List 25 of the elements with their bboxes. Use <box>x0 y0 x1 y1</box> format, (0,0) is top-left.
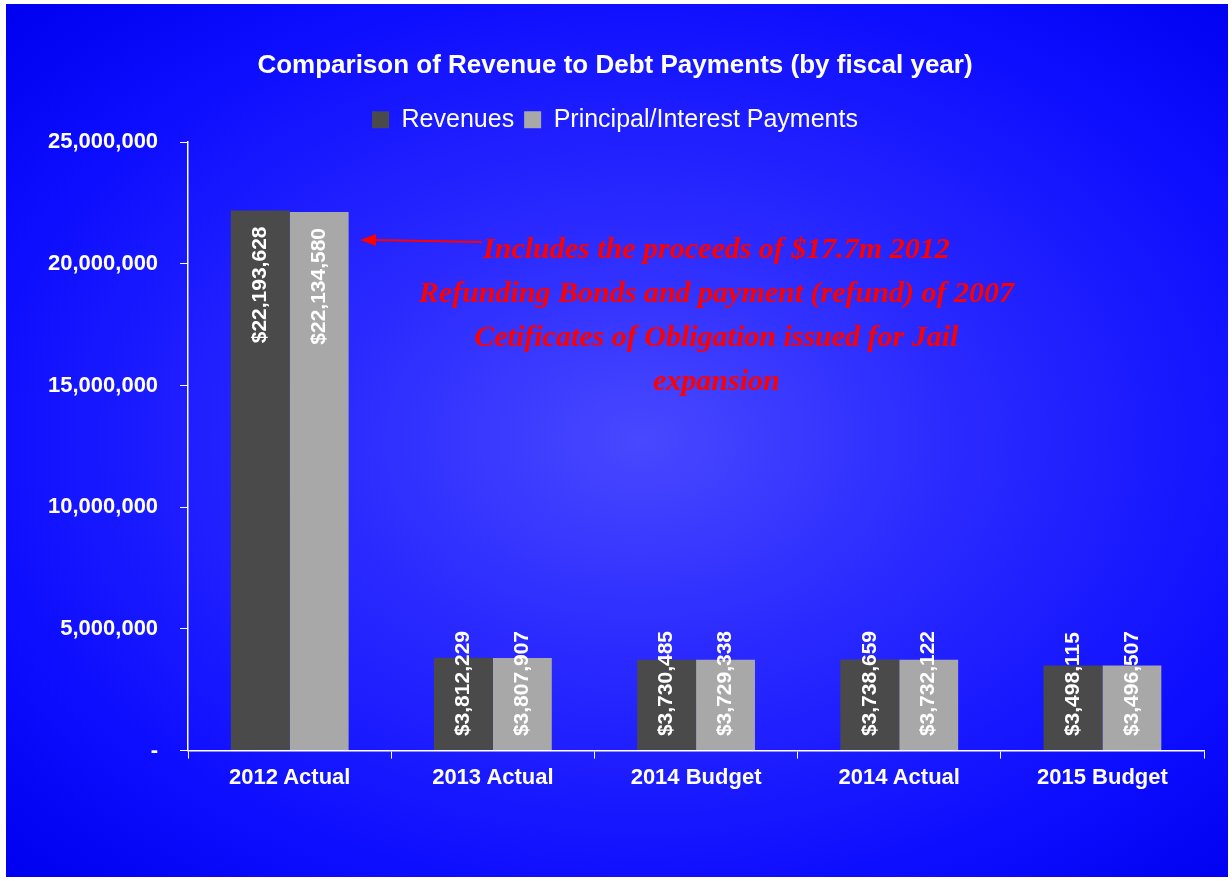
data-label: $3,730,485 <box>653 630 677 737</box>
data-label: $3,738,659 <box>856 630 880 737</box>
x-tick-label: 2014 Budget <box>630 763 763 789</box>
x-tick-label: 2013 Actual <box>432 763 554 789</box>
x-tick-label: 2015 Budget <box>1037 763 1169 789</box>
legend-label: Revenues <box>401 103 515 132</box>
y-tick-label: 20,000,000 <box>48 249 159 275</box>
x-tick-label: 2014 Actual <box>838 763 960 789</box>
chart-title: Comparison of Revenue to Debt Payments (by fiscal year) <box>257 48 973 79</box>
data-label: $3,807,907 <box>509 630 533 737</box>
legend-label: Principal/Interest Payments <box>553 103 858 132</box>
y-tick-label: 10,000,000 <box>48 493 159 519</box>
data-label: $22,193,628 <box>247 226 271 344</box>
data-label: $22,134,580 <box>305 227 329 345</box>
data-label: $3,812,229 <box>450 630 474 737</box>
data-label: $3,732,122 <box>915 630 939 737</box>
data-label: $3,496,507 <box>1118 630 1142 737</box>
y-tick-label: - <box>150 736 159 762</box>
annotation: Includes the proceeds of $17.7m 2012 Refunding Bonds and payment (refund) of 2007 Cetificates of Obligation issued for Jail expansion <box>417 230 1015 396</box>
x-tick-label: 2012 Actual <box>228 763 351 789</box>
data-label: $3,498,115 <box>1059 631 1083 737</box>
y-tick-label: 5,000,000 <box>60 614 159 640</box>
data-label: $3,729,338 <box>712 630 736 737</box>
y-tick-label: 15,000,000 <box>48 371 159 397</box>
y-tick-label: 25,000,000 <box>48 128 159 154</box>
